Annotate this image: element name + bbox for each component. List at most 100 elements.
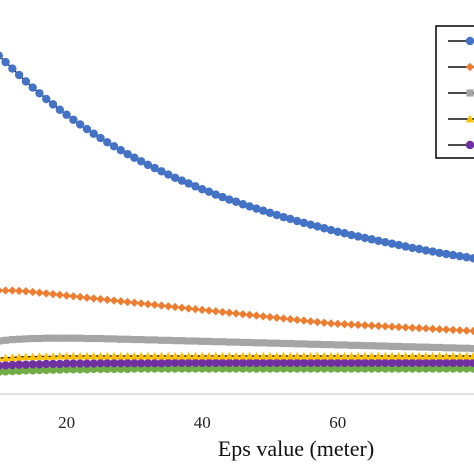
data-point bbox=[239, 338, 247, 347]
data-point bbox=[8, 336, 16, 344]
data-point bbox=[28, 360, 37, 369]
data-point bbox=[136, 299, 146, 308]
data-point bbox=[82, 124, 92, 134]
series-2 bbox=[0, 286, 474, 336]
data-point bbox=[428, 247, 437, 256]
data-point bbox=[130, 153, 139, 162]
data-point bbox=[245, 358, 254, 368]
data-point bbox=[340, 351, 349, 360]
data-point bbox=[89, 359, 98, 368]
data-point bbox=[435, 343, 444, 352]
data-point bbox=[368, 342, 376, 350]
data-point bbox=[0, 356, 3, 362]
data-point bbox=[408, 323, 417, 332]
data-point bbox=[35, 288, 44, 297]
data-point bbox=[90, 334, 98, 343]
data-point bbox=[455, 351, 465, 360]
data-point bbox=[320, 351, 329, 360]
data-point bbox=[469, 326, 474, 336]
data-point bbox=[259, 339, 267, 347]
data-point bbox=[109, 359, 119, 368]
data-point bbox=[191, 304, 200, 314]
data-point bbox=[415, 343, 423, 351]
x-axis-label: Eps value (meter) bbox=[218, 436, 374, 461]
data-point bbox=[130, 298, 139, 307]
data-point bbox=[414, 351, 424, 360]
data-point bbox=[286, 314, 295, 324]
data-point bbox=[130, 336, 138, 344]
data-point bbox=[191, 358, 200, 368]
data-point bbox=[340, 319, 349, 329]
data-point bbox=[435, 358, 444, 368]
data-point bbox=[143, 299, 153, 309]
data-point bbox=[89, 129, 98, 138]
data-point bbox=[429, 343, 437, 352]
data-point bbox=[395, 342, 403, 350]
data-point bbox=[164, 170, 173, 179]
plot-area bbox=[0, 51, 474, 376]
data-point bbox=[347, 230, 356, 240]
data-point bbox=[198, 337, 206, 345]
data-point bbox=[69, 292, 78, 301]
data-point bbox=[320, 318, 329, 327]
data-point bbox=[170, 358, 180, 368]
data-point bbox=[211, 358, 220, 368]
data-point bbox=[361, 342, 369, 350]
data-point bbox=[238, 351, 248, 360]
data-point bbox=[340, 358, 349, 368]
data-point bbox=[326, 358, 336, 368]
data-point bbox=[279, 212, 288, 222]
data-point bbox=[469, 358, 474, 368]
data-point bbox=[408, 243, 417, 253]
data-point bbox=[421, 246, 431, 255]
data-point bbox=[402, 343, 410, 351]
data-point bbox=[157, 359, 166, 368]
data-point bbox=[353, 320, 363, 330]
data-point bbox=[1, 286, 10, 295]
data-point bbox=[143, 359, 153, 368]
data-point bbox=[421, 351, 431, 360]
data-point bbox=[82, 359, 92, 368]
data-point bbox=[326, 351, 336, 360]
data-point bbox=[42, 94, 51, 104]
data-point bbox=[306, 220, 315, 229]
data-point bbox=[353, 232, 363, 241]
data-point bbox=[448, 325, 458, 335]
data-point bbox=[265, 358, 275, 368]
data-point bbox=[374, 236, 383, 245]
data-point bbox=[75, 359, 85, 368]
data-point bbox=[394, 358, 404, 368]
data-point bbox=[292, 358, 302, 368]
data-point bbox=[109, 142, 119, 151]
data-point bbox=[109, 351, 119, 360]
data-point bbox=[286, 351, 295, 360]
data-point bbox=[225, 351, 234, 360]
data-point bbox=[272, 313, 281, 322]
data-point bbox=[116, 351, 126, 360]
data-point bbox=[48, 100, 58, 109]
data-point bbox=[252, 204, 261, 213]
legend-marker bbox=[465, 62, 474, 72]
data-point bbox=[22, 335, 30, 343]
data-point bbox=[1, 367, 10, 376]
data-point bbox=[171, 337, 179, 345]
data-point bbox=[177, 176, 187, 185]
data-point bbox=[374, 342, 383, 350]
data-point bbox=[238, 200, 248, 209]
data-point bbox=[170, 173, 180, 182]
data-point bbox=[401, 323, 410, 332]
data-point bbox=[245, 310, 254, 320]
series-4 bbox=[0, 351, 474, 362]
data-point bbox=[103, 351, 112, 360]
data-point bbox=[14, 352, 24, 361]
data-point bbox=[136, 351, 146, 360]
legend-marker bbox=[465, 140, 474, 150]
data-point bbox=[218, 351, 227, 360]
data-point bbox=[48, 352, 58, 360]
data-point bbox=[75, 351, 85, 360]
data-point bbox=[35, 352, 44, 360]
data-point bbox=[48, 359, 58, 369]
data-point bbox=[394, 351, 404, 360]
data-point bbox=[313, 358, 322, 368]
